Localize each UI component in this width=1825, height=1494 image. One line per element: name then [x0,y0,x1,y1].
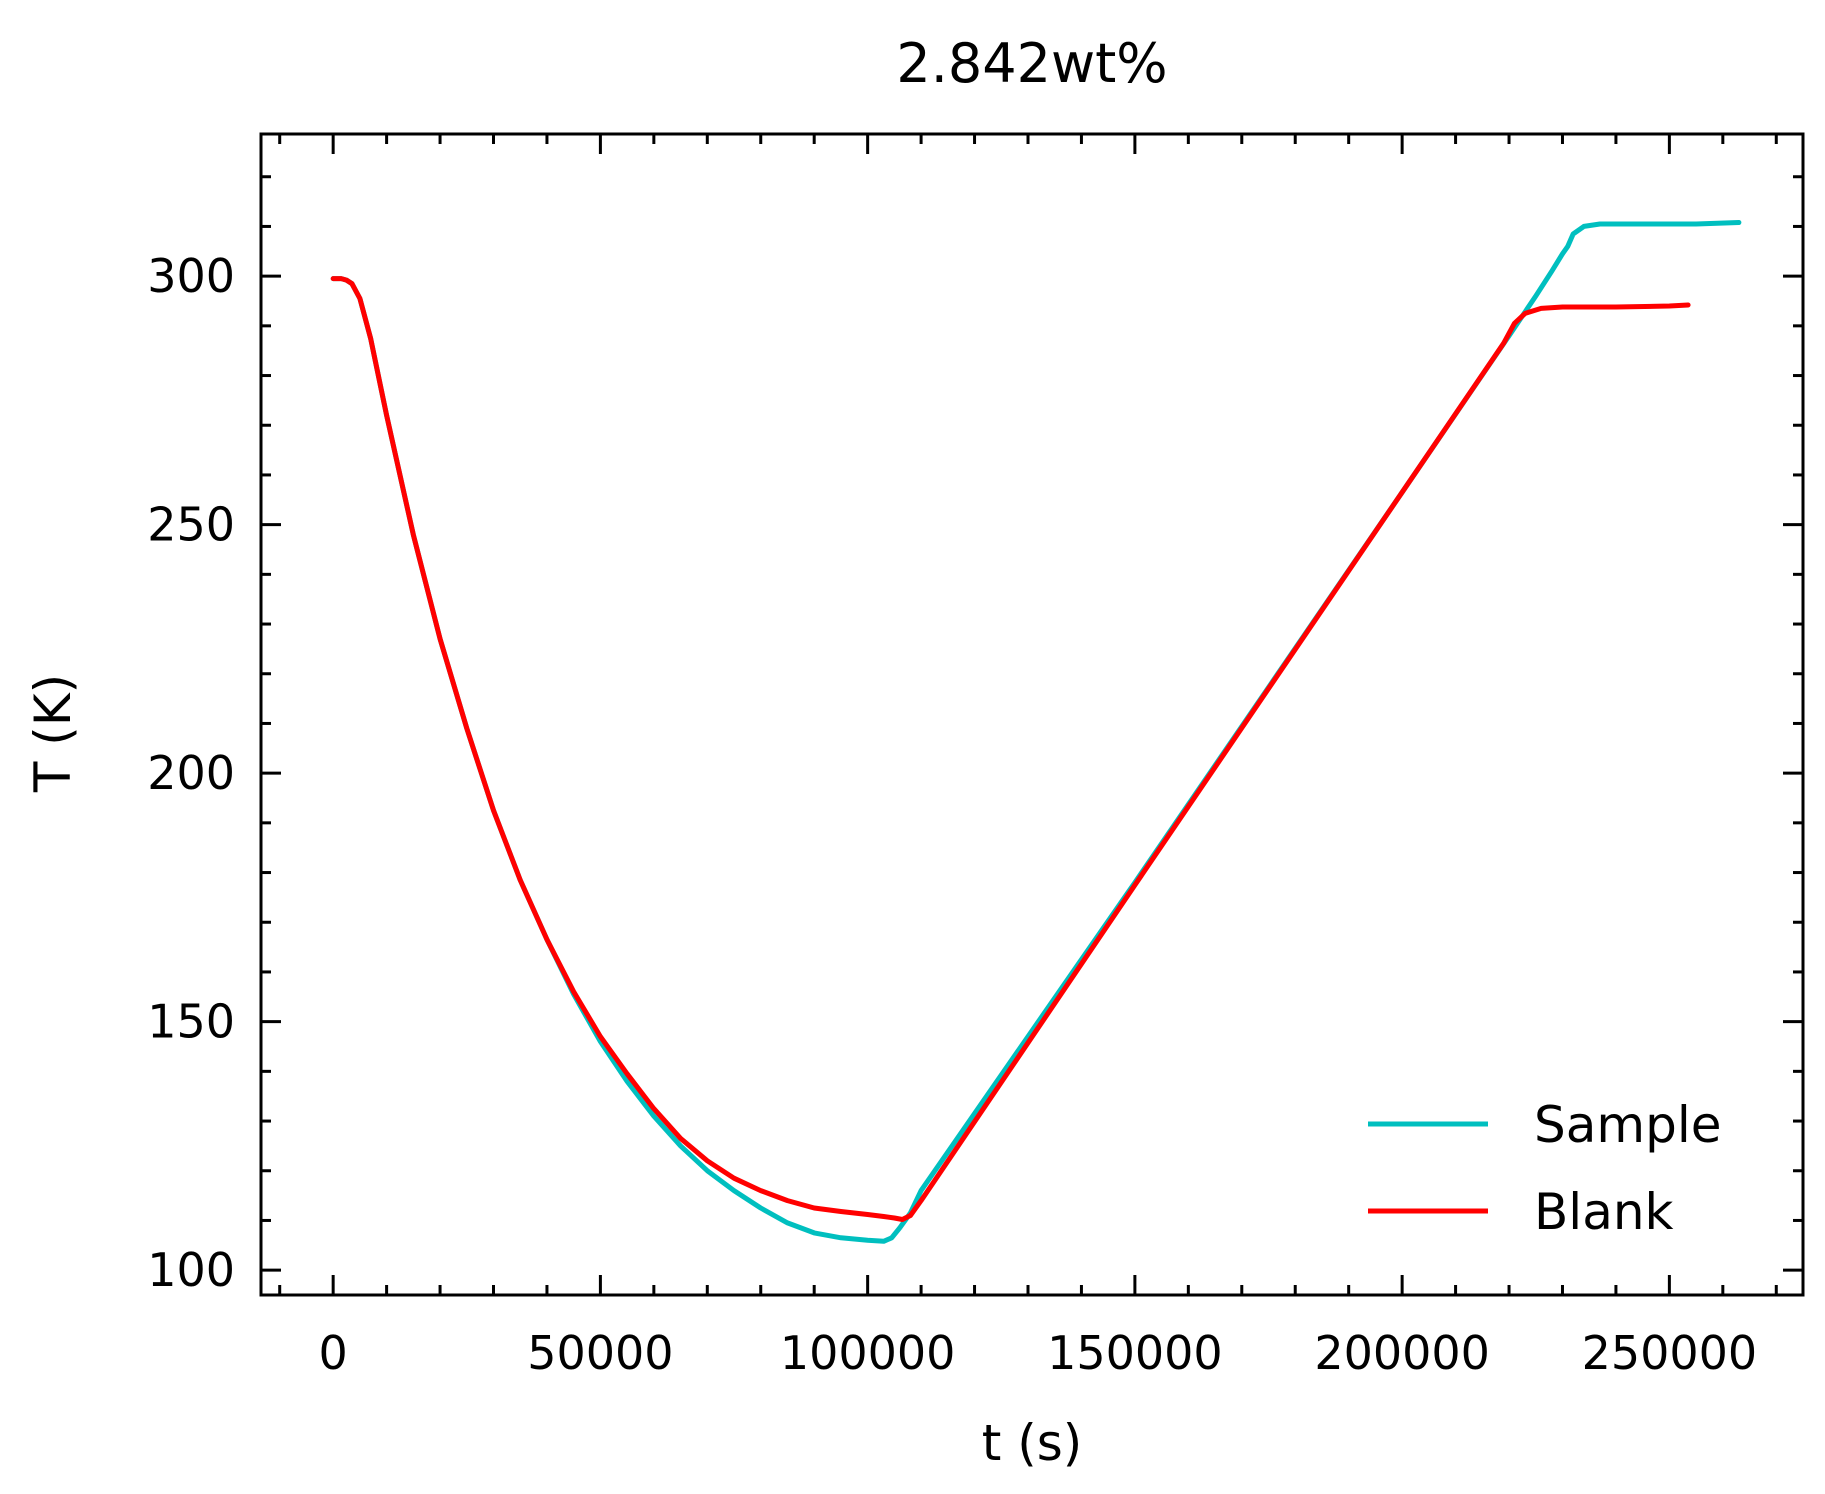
y-tick-label: 300 [147,249,235,303]
x-tick-label: 50000 [527,1326,673,1380]
x-tick-label: 250000 [1582,1326,1758,1380]
plot-area-frame [259,132,1805,1297]
x-tick-label: 100000 [780,1326,956,1380]
x-tick-label: 200000 [1314,1326,1490,1380]
y-tick-label: 150 [147,995,235,1049]
series-line-sample [330,220,1742,1244]
series-line-blank [330,276,1691,1222]
legend-label-sample: Sample [1534,1096,1721,1154]
y-tick-label: 250 [147,498,235,552]
y-tick-label: 200 [147,746,235,800]
axis-ticks: 0 50000 100000 150000 200000 250000 100 150 200 2… [147,134,1803,1380]
chart-title: 2.842wt% [896,32,1167,95]
legend-label-blank: Blank [1534,1183,1674,1241]
x-tick-label: 0 [319,1326,348,1380]
x-tick-label: 150000 [1047,1326,1223,1380]
plot-series [330,220,1742,1244]
y-tick-label: 100 [147,1243,235,1297]
y-axis-label: T (K) [24,674,82,793]
x-axis-label: t (s) [982,1414,1083,1472]
legend: Sample Blank [1368,1096,1721,1241]
